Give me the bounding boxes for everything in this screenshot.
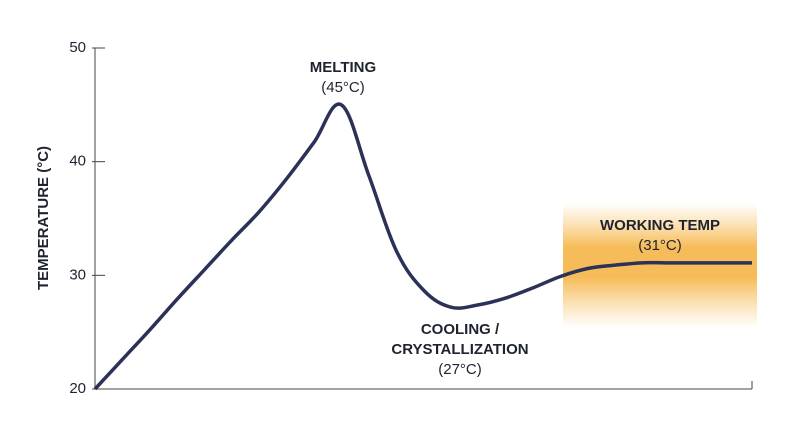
annotation: WORKING TEMP [600, 217, 720, 234]
y-tick-label: 30 [69, 266, 86, 283]
y-tick-label: 50 [69, 39, 86, 56]
y-tick-label: 40 [69, 153, 86, 170]
annotation: (45°C) [321, 79, 365, 96]
temperature-line [93, 102, 752, 391]
annotation: (31°C) [638, 237, 682, 254]
annotation: (27°C) [438, 361, 482, 378]
annotation: CRYSTALLIZATION [391, 341, 528, 358]
annotation: MELTING [310, 59, 376, 76]
y-tick-label: 20 [69, 380, 86, 397]
y-axis-label: TEMPERATURE (°C) [35, 146, 52, 290]
annotation: COOLING / [421, 321, 500, 338]
